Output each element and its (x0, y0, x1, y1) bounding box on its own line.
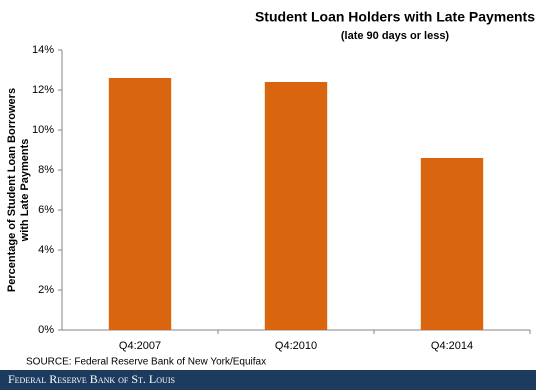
y-axis-label: with Late Payments (19, 139, 31, 243)
x-tick-label: Q4:2010 (275, 340, 317, 352)
bar (108, 78, 172, 330)
y-tick-label: 12% (32, 84, 54, 96)
y-tick-label: 2% (38, 284, 54, 296)
x-tick-label: Q4:2007 (119, 340, 161, 352)
y-tick-label: 10% (32, 124, 54, 136)
y-axis-label: Percentage of Student Loan Borrowers (6, 88, 18, 292)
chart-subtitle: (late 90 days or less) (341, 30, 450, 42)
source-note: SOURCE: Federal Reserve Bank of New York… (26, 357, 266, 368)
chart-title: Student Loan Holders with Late Payments (255, 9, 535, 25)
y-tick-label: 4% (38, 244, 54, 256)
y-tick-label: 6% (38, 204, 54, 216)
bar (420, 158, 484, 330)
footer-bar (0, 370, 536, 390)
y-tick-label: 0% (38, 324, 54, 336)
x-tick-label: Q4:2014 (431, 340, 473, 352)
bar (264, 82, 328, 330)
y-tick-label: 14% (32, 44, 54, 56)
y-tick-label: 8% (38, 164, 54, 176)
footer-text: Federal Reserve Bank of St. Louis (8, 372, 175, 386)
